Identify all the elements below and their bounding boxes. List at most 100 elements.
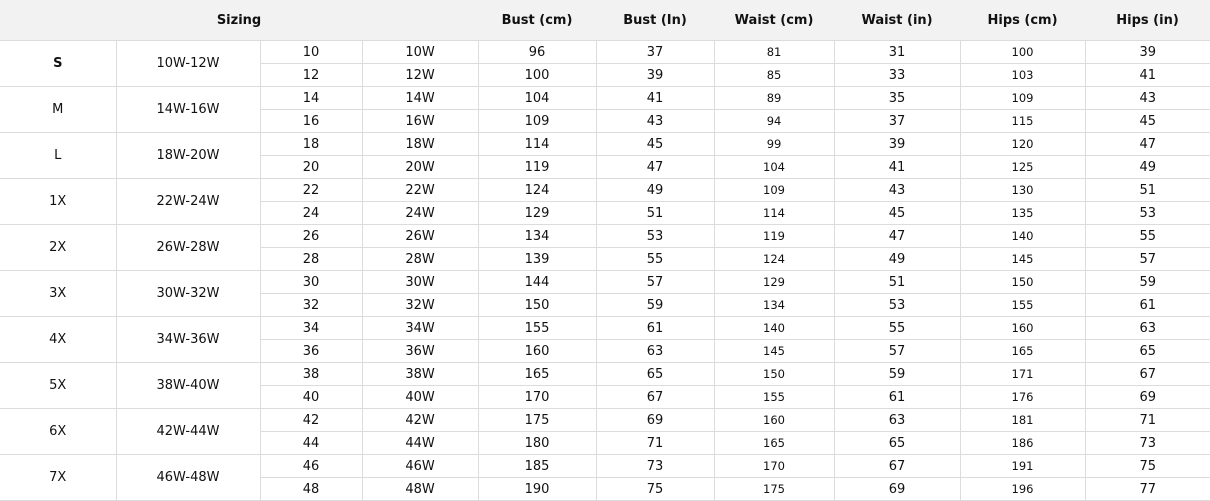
hips-in-cell: 71 [1084, 408, 1210, 432]
waist-in-cell: 45 [833, 201, 961, 225]
waist-cm-cell: 129 [713, 270, 835, 294]
bust-in-cell: 43 [595, 109, 715, 133]
table-row: 36 36W 160 63 145 57 165 65 [0, 339, 1210, 363]
waist-in-cell: 65 [833, 431, 961, 455]
size-label: S [0, 40, 117, 87]
waist-in-cell: 51 [833, 270, 961, 294]
table-row: 5X 38W-40W 38 38W 165 65 150 59 171 67 [0, 362, 1210, 409]
hips-cm-cell: 130 [959, 178, 1086, 202]
w-size-cell: 40W [361, 385, 479, 409]
waist-cm-cell: 170 [713, 454, 835, 478]
bust-in-cell: 41 [595, 86, 715, 110]
us-size-cell: 18 [259, 132, 363, 156]
bust-in-cell: 65 [595, 362, 715, 386]
size-range: 42W-44W [115, 408, 261, 455]
bust-in-cell: 51 [595, 201, 715, 225]
size-label: 2X [0, 224, 117, 271]
waist-cm-cell: 81 [713, 40, 835, 64]
bust-in-cell: 67 [595, 385, 715, 409]
size-range: 22W-24W [115, 178, 261, 225]
waist-in-cell: 69 [833, 477, 961, 501]
header-sizing: Sizing [0, 0, 479, 41]
us-size-cell: 22 [259, 178, 363, 202]
hips-in-cell: 41 [1084, 63, 1210, 87]
bust-in-cell: 57 [595, 270, 715, 294]
w-size-cell: 38W [361, 362, 479, 386]
table-row: 4X 34W-36W 34 34W 155 61 140 55 160 63 [0, 316, 1210, 363]
size-label: 7X [0, 454, 117, 501]
hips-in-cell: 67 [1084, 362, 1210, 386]
w-size-cell: 34W [361, 316, 479, 340]
w-size-cell: 22W [361, 178, 479, 202]
hips-in-cell: 55 [1084, 224, 1210, 248]
waist-cm-cell: 104 [713, 155, 835, 179]
bust-cm-cell: 150 [477, 293, 597, 317]
waist-in-cell: 59 [833, 362, 961, 386]
us-size-cell: 36 [260, 339, 363, 363]
us-size-cell: 16 [260, 109, 363, 133]
waist-cm-cell: 85 [713, 63, 835, 87]
bust-cm-cell: 185 [477, 454, 597, 478]
bust-cm-cell: 119 [477, 155, 597, 179]
size-label: 1X [0, 178, 117, 225]
bust-cm-cell: 109 [477, 109, 597, 133]
bust-in-cell: 71 [595, 431, 715, 455]
size-range: 10W-12W [115, 40, 261, 87]
header-row: Sizing Bust (cm) Bust (In) Waist (cm) Wa… [0, 0, 1210, 41]
bust-in-cell: 45 [595, 132, 715, 156]
hips-cm-cell: 181 [959, 408, 1086, 432]
table-row: 7X 46W-48W 46 46W 185 73 170 67 191 75 [0, 454, 1210, 501]
hips-in-cell: 57 [1084, 247, 1210, 271]
w-size-cell: 10W [361, 40, 479, 64]
us-size-cell: 48 [260, 477, 363, 501]
hips-in-cell: 47 [1084, 132, 1210, 156]
bust-in-cell: 73 [595, 454, 715, 478]
bust-cm-cell: 175 [477, 408, 597, 432]
size-range: 38W-40W [115, 362, 261, 409]
table-row: S 10W-12W 10 10W 96 37 81 31 100 39 [0, 40, 1210, 87]
waist-cm-cell: 150 [713, 362, 835, 386]
bust-cm-cell: 139 [477, 247, 597, 271]
size-range: 14W-16W [115, 86, 261, 133]
hips-cm-cell: 120 [959, 132, 1086, 156]
hips-in-cell: 73 [1084, 431, 1210, 455]
bust-in-cell: 37 [595, 40, 715, 64]
w-size-cell: 18W [361, 132, 479, 156]
hips-in-cell: 49 [1084, 155, 1210, 179]
w-size-cell: 46W [361, 454, 479, 478]
hips-cm-cell: 160 [959, 316, 1086, 340]
us-size-cell: 46 [259, 454, 363, 478]
bust-in-cell: 47 [595, 155, 715, 179]
hips-in-cell: 65 [1084, 339, 1210, 363]
hips-cm-cell: 103 [959, 63, 1086, 87]
us-size-cell: 32 [260, 293, 363, 317]
us-size-cell: 40 [260, 385, 363, 409]
header-waist-in: Waist (in) [834, 0, 961, 41]
bust-in-cell: 63 [595, 339, 715, 363]
hips-cm-cell: 100 [959, 40, 1086, 64]
hips-cm-cell: 125 [959, 155, 1086, 179]
size-range: 46W-48W [115, 454, 261, 501]
w-size-cell: 30W [361, 270, 479, 294]
hips-in-cell: 77 [1084, 477, 1210, 501]
bust-cm-cell: 165 [477, 362, 597, 386]
bust-in-cell: 49 [595, 178, 715, 202]
bust-in-cell: 69 [595, 408, 715, 432]
table-row: 6X 42W-44W 42 42W 175 69 160 63 181 71 [0, 408, 1210, 455]
bust-cm-cell: 104 [477, 86, 597, 110]
bust-cm-cell: 134 [477, 224, 597, 248]
bust-in-cell: 61 [595, 316, 715, 340]
bust-in-cell: 59 [595, 293, 715, 317]
hips-cm-cell: 109 [959, 86, 1086, 110]
bust-cm-cell: 96 [477, 40, 597, 64]
hips-cm-cell: 171 [959, 362, 1086, 386]
waist-in-cell: 31 [833, 40, 961, 64]
waist-cm-cell: 140 [713, 316, 835, 340]
hips-cm-cell: 196 [959, 477, 1086, 501]
waist-cm-cell: 155 [713, 385, 835, 409]
hips-cm-cell: 155 [959, 293, 1086, 317]
size-label: 5X [0, 362, 117, 409]
table-row: 40 40W 170 67 155 61 176 69 [0, 385, 1210, 409]
waist-cm-cell: 124 [713, 247, 835, 271]
waist-cm-cell: 145 [713, 339, 835, 363]
